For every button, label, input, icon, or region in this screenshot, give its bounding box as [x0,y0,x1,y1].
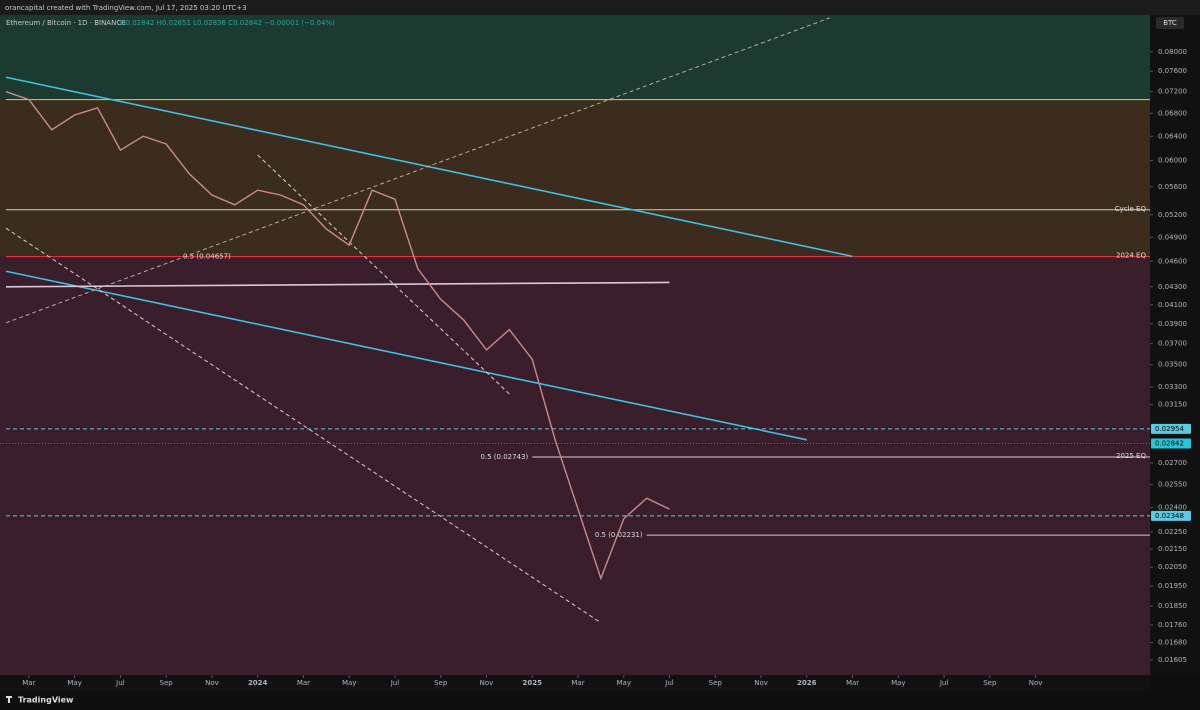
x-tick-label: May [617,679,631,687]
x-tick-label: 2025 [522,679,542,687]
y-tick-label: 0.02050 [1158,563,1187,571]
x-tick-label: May [67,679,81,687]
x-tick-label: Sep [983,679,997,687]
level-label: 2025 EQ [1116,452,1146,460]
y-tick-label: 0.01760 [1158,621,1187,629]
y-tick-label: 0.04300 [1158,283,1187,291]
ohlc: O0.02842 H0.02851 L0.02836 C0.02842 −0.0… [120,19,335,27]
y-tick-label: 0.05200 [1158,211,1187,219]
trendline [257,154,510,395]
y-tick-label: 0.02150 [1158,545,1187,553]
x-tick-label: 2024 [248,679,268,687]
x-tick-label: Nov [205,679,219,687]
fib-label: 0.5 (0.02743) [480,453,528,461]
y-tick-label: 0.05600 [1158,183,1187,191]
header-text: orancapital created with TradingView.com… [5,4,247,12]
y-tick-label: 0.04600 [1158,257,1187,265]
x-tick-label: Sep [160,679,174,687]
y-tick-label: 0.03150 [1158,401,1187,409]
y-tick-label: 0.03900 [1158,320,1187,328]
y-tick-label: 0.04100 [1158,301,1187,309]
price-axis [1150,15,1200,675]
x-tick-label: Jul [115,679,125,687]
price-line [5,91,670,581]
y-tick-label: 0.06400 [1158,132,1187,140]
time-axis [0,675,1150,690]
x-tick-label: Mar [297,679,310,687]
zone [0,15,1150,100]
trendline [5,270,807,441]
x-tick-label: Mar [22,679,35,687]
y-tick-label: 0.02400 [1158,504,1187,512]
y-tick-label: 0.08000 [1158,48,1187,56]
x-tick-label: Jul [390,679,400,687]
last-price-label: 0.02842 [1155,440,1184,448]
x-tick-label: Nov [480,679,494,687]
x-tick-label: Nov [1029,679,1043,687]
price-tag [1151,510,1191,521]
x-tick-label: Nov [754,679,768,687]
level-label: 2024 EQ [1116,252,1146,260]
y-tick-label: 0.02700 [1158,459,1187,467]
logo [6,696,12,703]
x-tick-label: Sep [434,679,448,687]
x-tick-label: May [342,679,356,687]
footer-brand: TradingView [18,696,74,705]
y-tick-label: 0.03500 [1158,361,1187,369]
price-tag-label: 0.02954 [1155,425,1184,433]
y-tick-label: 0.01605 [1158,656,1187,664]
trendline [5,281,670,288]
header-bar [0,0,1200,15]
last-price-tag [1151,438,1191,449]
x-tick-label: Mar [571,679,584,687]
fib-label: 0.5 (0.02231) [595,531,643,539]
level-label: Cycle EQ [1115,205,1147,213]
y-tick-label: 0.02250 [1158,528,1187,536]
y-tick-label: 0.01680 [1158,639,1187,647]
footer-bar [0,690,1200,710]
x-tick-label: Jul [664,679,674,687]
x-tick-label: Sep [709,679,723,687]
x-tick-label: Mar [846,679,859,687]
currency-box [1156,17,1184,29]
y-tick-label: 0.01950 [1158,582,1187,590]
trendline [5,17,830,324]
y-tick-label: 0.01850 [1158,602,1187,610]
fib-label: 0.5 (0.04657) [183,253,231,261]
trendline [5,76,853,258]
y-tick-label: 0.03700 [1158,340,1187,348]
price-tag [1151,423,1191,434]
currency: BTC [1163,19,1177,27]
symbol-title: Ethereum / Bitcoin · 1D · BINANCE [6,19,126,27]
y-tick-label: 0.04900 [1158,233,1187,241]
y-tick-label: 0.07600 [1158,67,1187,75]
y-tick-label: 0.06800 [1158,109,1187,117]
y-tick-label: 0.03300 [1158,383,1187,391]
y-tick-label: 0.06000 [1158,157,1187,165]
y-tick-label: 0.02550 [1158,481,1187,489]
x-tick-label: Jul [939,679,949,687]
x-tick-label: 2026 [797,679,817,687]
x-tick-label: May [891,679,905,687]
price-tag-label: 0.02348 [1155,512,1184,520]
y-tick-label: 0.07200 [1158,88,1187,96]
